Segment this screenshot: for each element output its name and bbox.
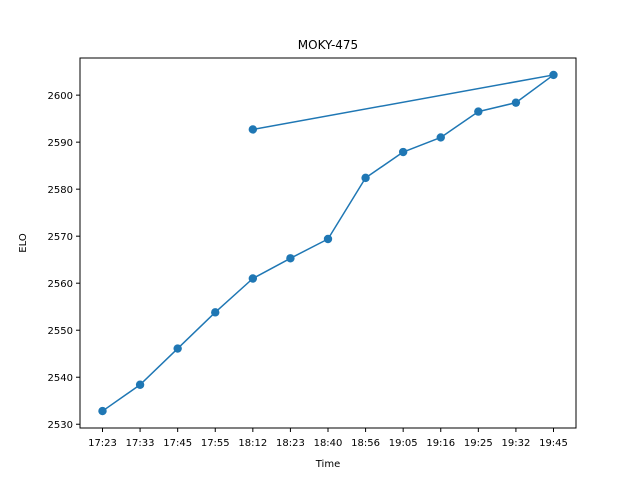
y-axis-label: ELO — [18, 233, 29, 253]
y-tick-label: 2600 — [48, 91, 73, 102]
y-tick-label: 2590 — [48, 138, 73, 149]
x-tick-label: 18:23 — [276, 438, 305, 449]
y-axis: 2530 2540 2550 2560 2570 2580 2590 2600 — [48, 91, 80, 431]
data-point — [173, 344, 182, 353]
data-point — [135, 380, 145, 389]
y-tick-label: 2550 — [48, 326, 73, 337]
x-tick-label: 19:25 — [464, 438, 493, 449]
x-tick-label: 17:45 — [163, 438, 192, 449]
data-point — [436, 133, 445, 142]
x-tick-label: 19:32 — [502, 438, 531, 449]
data-point — [474, 107, 483, 116]
chart-title: MOKY-475 — [298, 38, 358, 52]
x-tick-label: 19:45 — [539, 438, 568, 449]
data-point — [361, 173, 370, 183]
x-tick-label: 19:05 — [389, 438, 418, 449]
x-tick-label: 17:55 — [201, 438, 230, 449]
data-point — [248, 274, 258, 283]
data-point — [398, 147, 408, 157]
x-tick-label: 18:56 — [351, 438, 380, 449]
data-point — [286, 254, 295, 263]
x-tick-label: 17:23 — [88, 438, 117, 449]
y-tick-label: 2560 — [48, 279, 73, 290]
data-point — [248, 125, 258, 134]
data-point — [549, 70, 558, 80]
series-line — [102, 74, 555, 412]
y-tick-label: 2530 — [48, 420, 73, 431]
x-tick-label: 19:16 — [426, 438, 455, 449]
data-point — [511, 98, 521, 107]
data-point — [98, 406, 107, 416]
y-tick-label: 2570 — [48, 232, 73, 243]
x-axis: 17:23 17:33 17:45 17:55 18:12 18:23 18:40 18:56… — [88, 428, 568, 449]
y-tick-label: 2540 — [48, 373, 73, 384]
data-point — [211, 308, 220, 317]
y-tick-label: 2580 — [48, 185, 73, 196]
data-point — [323, 234, 333, 244]
x-axis-label: Time — [315, 459, 340, 470]
x-tick-label: 17:33 — [126, 438, 155, 449]
series-layer — [98, 70, 558, 416]
x-tick-label: 18:12 — [238, 438, 267, 449]
x-tick-label: 18:40 — [314, 438, 343, 449]
plot-frame — [79, 57, 577, 429]
